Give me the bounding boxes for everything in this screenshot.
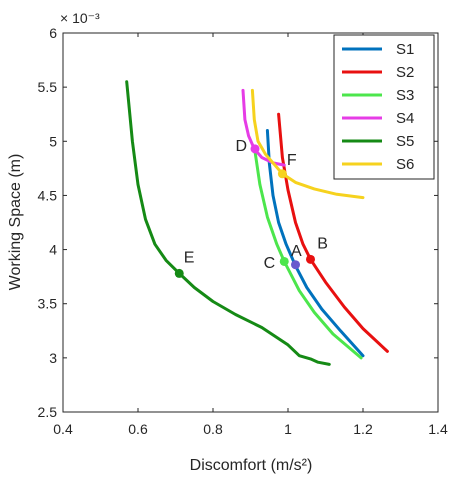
legend-label-s6: S6 [396, 156, 414, 173]
point-f [277, 169, 287, 179]
y-tick-label: 6 [49, 25, 57, 41]
point-d [250, 144, 260, 154]
y-tick-label: 2.5 [38, 404, 58, 420]
point-label-a: A [291, 243, 302, 260]
point-label-b: B [317, 235, 328, 252]
legend-label-s1: S1 [396, 41, 414, 58]
x-axis-label: Discomfort (m/s²) [190, 457, 313, 474]
data-layer: A B C D E F [125, 80, 389, 366]
series-line-s6 [250, 88, 365, 200]
legend-box [333, 34, 435, 180]
series-line-s5 [125, 80, 331, 366]
axes-layer: 0.4 0.6 0.8 1 1.2 1.4 2.5 3 3.5 4 4.5 5 5.5 6 [38, 25, 448, 437]
x-tick-label: 0.4 [53, 421, 73, 437]
y-axis-label: Working Space (m) [7, 154, 24, 291]
point-c [279, 256, 289, 266]
point-b [306, 254, 315, 264]
y-tick-label: 4.5 [38, 187, 58, 203]
y-tick-label: 4 [49, 242, 57, 258]
legend-label-s3: S3 [396, 87, 414, 104]
point-a [291, 260, 300, 270]
y-tick-label: 5.5 [38, 79, 58, 95]
y-tick-label: 3.5 [38, 296, 58, 312]
point-e [174, 268, 184, 278]
series-line-s1 [265, 129, 365, 358]
y-tick-label: 3 [49, 350, 57, 366]
y-tick-label: 5 [49, 133, 57, 149]
point-label-f: F [287, 152, 297, 169]
legend-label-s2: S2 [396, 64, 414, 81]
legend-label-s4: S4 [396, 110, 414, 127]
point-label-e: E [184, 250, 195, 267]
x-tick-label: 1 [284, 421, 292, 437]
legend-label-s5: S5 [396, 133, 414, 150]
x-tick-label: 1.4 [428, 421, 448, 437]
x-tick-label: 1.2 [353, 421, 373, 437]
legend: S1 S2 S3 S4 S5 S6 [333, 34, 435, 180]
x-tick-label: 0.6 [128, 421, 148, 437]
y-exponent-label: × 10⁻³ [60, 10, 100, 26]
x-tick-label: 0.8 [203, 421, 223, 437]
point-label-d: D [236, 138, 248, 155]
plot-frame [62, 32, 439, 413]
point-label-c: C [264, 255, 276, 272]
